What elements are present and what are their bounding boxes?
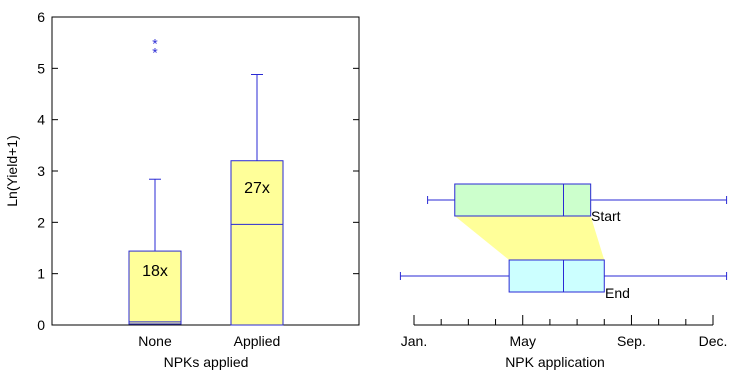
y-tick-label: 2 <box>37 214 45 230</box>
outlier-point: * <box>152 44 158 60</box>
right-boxplot-panel: Start End Jan. May Sep. Dec. NPK application <box>399 183 728 370</box>
left-x-axis-title: NPKs applied <box>164 354 249 370</box>
box-none: ** 18x None <box>128 36 182 349</box>
right-boxes: Start End <box>399 183 728 301</box>
x-tick-label: Jan. <box>401 333 427 349</box>
y-tick-label: 1 <box>37 266 45 282</box>
y-tick-label: 0 <box>37 317 45 333</box>
count-label: 27x <box>244 180 270 197</box>
x-category-label: Applied <box>234 333 281 349</box>
left-y-axis-ticks: 0 1 2 3 4 5 6 <box>37 9 359 333</box>
right-x-axis: Jan. May Sep. Dec. <box>401 315 728 349</box>
box-body <box>230 160 284 326</box>
count-label: 18x <box>142 263 168 280</box>
box-body <box>454 183 592 217</box>
left-boxes: ** 18x None 27x Applied <box>128 36 284 349</box>
x-category-label: None <box>138 333 172 349</box>
left-plot-frame <box>51 16 360 326</box>
box-applied: 27x Applied <box>230 73 284 349</box>
x-tick-label: Dec. <box>699 333 728 349</box>
right-x-axis-title: NPK application <box>505 354 605 370</box>
x-tick-label: May <box>510 333 536 349</box>
y-tick-label: 5 <box>37 60 45 76</box>
series-label: End <box>605 285 630 301</box>
box-body <box>128 250 182 325</box>
start-end-link <box>454 216 605 260</box>
outlier-point: * <box>152 36 158 52</box>
series-label: Start <box>591 208 621 224</box>
box-start: Start <box>427 183 728 224</box>
left-y-axis-title: Ln(Yield+1) <box>4 135 20 206</box>
y-tick-label: 3 <box>37 163 45 179</box>
y-tick-label: 4 <box>37 112 45 128</box>
x-tick-label: Sep. <box>617 333 646 349</box>
y-tick-label: 6 <box>37 9 45 25</box>
box-body <box>508 259 605 293</box>
box-end: End <box>399 259 728 301</box>
